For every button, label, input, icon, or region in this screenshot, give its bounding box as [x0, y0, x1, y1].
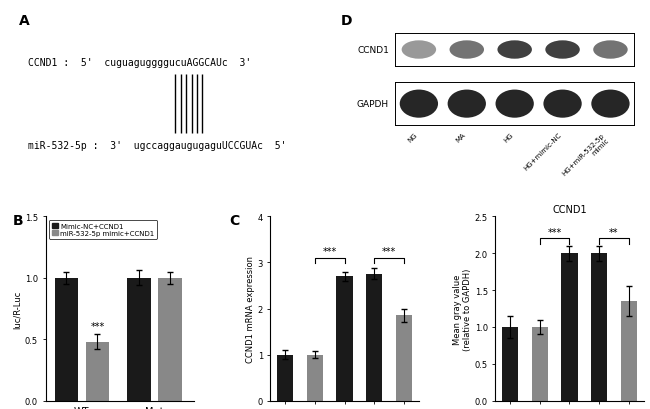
Y-axis label: CCND1 mRNA expression: CCND1 mRNA expression: [246, 256, 255, 362]
Ellipse shape: [593, 41, 628, 60]
Ellipse shape: [543, 90, 582, 119]
Ellipse shape: [545, 41, 580, 60]
Text: C: C: [229, 213, 239, 227]
Bar: [562, 254, 578, 401]
Text: MA: MA: [455, 132, 467, 144]
Y-axis label: luc/R-Luc: luc/R-Luc: [13, 290, 22, 328]
Bar: [277, 355, 294, 401]
Bar: [127, 278, 151, 401]
Ellipse shape: [400, 90, 438, 119]
Text: HG+mimic-NC: HG+mimic-NC: [523, 132, 562, 172]
Bar: [502, 327, 519, 401]
Ellipse shape: [592, 90, 630, 119]
Bar: [591, 254, 607, 401]
Ellipse shape: [450, 41, 484, 60]
Text: CCND1 :  5'  cuguaguggggucuAGGCAUc  3': CCND1 : 5' cuguaguggggucuAGGCAUc 3': [28, 58, 252, 68]
Text: B: B: [13, 213, 23, 227]
Text: GAPDH: GAPDH: [357, 100, 389, 109]
Bar: [395, 316, 412, 401]
Text: ***: ***: [90, 321, 105, 331]
Text: miR-532-5p :  3'  ugccaggaugugaguUCCGUAc  5': miR-532-5p : 3' ugccaggaugugaguUCCGUAc 5…: [28, 141, 287, 151]
Ellipse shape: [402, 41, 436, 60]
Text: HG+miR-532-5p
mimic: HG+miR-532-5p mimic: [561, 132, 610, 181]
Text: **: **: [609, 227, 619, 237]
Bar: [159, 278, 182, 401]
Ellipse shape: [448, 90, 486, 119]
Bar: [55, 278, 78, 401]
Text: CCND1: CCND1: [357, 46, 389, 55]
Ellipse shape: [497, 41, 532, 60]
Bar: [336, 276, 353, 401]
Bar: [366, 274, 382, 401]
Bar: [86, 342, 109, 401]
Bar: [307, 355, 323, 401]
Legend: Mimic-NC+CCND1, miR-532-5p mimic+CCND1: Mimic-NC+CCND1, miR-532-5p mimic+CCND1: [49, 220, 157, 239]
Text: NG: NG: [407, 132, 419, 144]
Text: HG: HG: [503, 132, 515, 144]
Bar: [532, 327, 548, 401]
Ellipse shape: [495, 90, 534, 119]
Text: A: A: [19, 14, 30, 28]
Bar: [621, 301, 637, 401]
Text: D: D: [341, 14, 352, 28]
Text: ***: ***: [322, 247, 337, 256]
Y-axis label: Mean gray value
(relative to GAPDH): Mean gray value (relative to GAPDH): [452, 268, 472, 350]
Text: ***: ***: [382, 247, 396, 256]
Text: ***: ***: [547, 227, 562, 237]
Title: CCND1: CCND1: [552, 204, 587, 215]
